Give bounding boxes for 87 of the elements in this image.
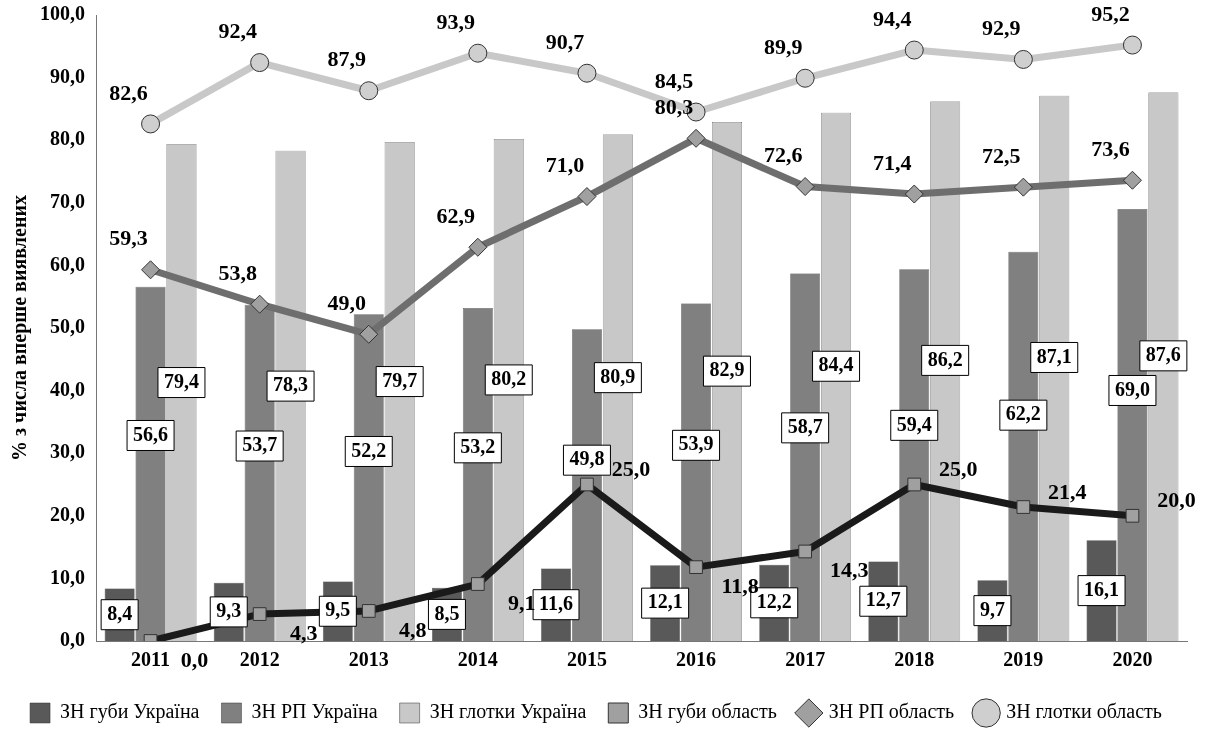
- data-label: 16,1: [1084, 577, 1120, 600]
- data-label: 9,5: [325, 598, 351, 621]
- y-tick-label: 100,0: [40, 2, 85, 25]
- data-label: 79,7: [382, 368, 418, 391]
- data-label: 53,7: [242, 433, 278, 456]
- data-label: 52,2: [351, 438, 387, 461]
- y-tick-label: 30,0: [50, 440, 85, 463]
- y-tick-label: 10,0: [50, 565, 85, 588]
- data-label: 73,6: [1091, 135, 1130, 161]
- x-tick-label: 2013: [348, 648, 389, 671]
- legend-label: ЗН РП область: [828, 700, 955, 723]
- data-label: 71,4: [873, 149, 912, 175]
- legend-label: ЗН глотки Україна: [429, 700, 587, 724]
- y-tick-label: 20,0: [50, 502, 85, 525]
- y-tick-label: 80,0: [50, 127, 85, 150]
- data-label: 92,9: [982, 15, 1021, 41]
- data-label: 82,6: [109, 79, 148, 105]
- data-label: 82,9: [709, 358, 745, 381]
- data-label: 72,5: [982, 142, 1021, 168]
- legend-label: ЗН РП Україна: [251, 700, 378, 724]
- legend-label: ЗН глотки область: [1006, 700, 1162, 723]
- data-label: 11,8: [721, 572, 759, 598]
- data-label: 9,7: [979, 597, 1005, 620]
- data-label: 49,0: [327, 289, 366, 315]
- x-tick-label: 2015: [566, 648, 607, 671]
- data-label: 90,7: [545, 28, 585, 54]
- x-tick-label: 2014: [457, 648, 498, 671]
- data-label: 78,3: [273, 373, 309, 396]
- data-label: 8,4: [107, 601, 133, 624]
- data-label: 69,0: [1114, 377, 1150, 400]
- y-tick-label: 40,0: [50, 377, 85, 400]
- legend-label: ЗН губи область: [638, 700, 777, 724]
- data-label: 9,1: [508, 589, 536, 615]
- data-label: 20,0: [1157, 487, 1196, 513]
- data-label: 11,6: [539, 591, 573, 614]
- data-label: 56,6: [133, 422, 169, 445]
- data-label: 59,4: [896, 412, 932, 435]
- data-label: 87,6: [1145, 343, 1181, 366]
- y-tick-label: 50,0: [50, 315, 85, 338]
- legend-label: ЗН губи Україна: [60, 700, 200, 724]
- data-label: 12,7: [865, 588, 901, 611]
- data-label: 92,4: [218, 18, 257, 44]
- x-tick-label: 2017: [785, 648, 826, 671]
- data-label: 49,8: [569, 447, 605, 470]
- data-label: 62,9: [436, 202, 476, 228]
- data-label: 53,9: [678, 432, 714, 455]
- data-label: 80,2: [491, 367, 527, 390]
- data-label: 80,3: [654, 94, 694, 120]
- data-label: 0,0: [180, 646, 209, 672]
- data-label: 8,5: [434, 601, 460, 624]
- data-label: 79,4: [163, 369, 199, 392]
- data-label: 94,4: [873, 5, 912, 31]
- x-tick-label: 2012: [239, 648, 280, 671]
- data-label: 80,9: [600, 364, 636, 387]
- data-label: 86,2: [927, 347, 963, 370]
- data-label: 53,8: [218, 259, 257, 285]
- data-label: 93,9: [436, 8, 476, 34]
- x-tick-label: 2019: [1003, 648, 1044, 671]
- x-tick-label: 2018: [894, 648, 935, 671]
- y-tick-label: 60,0: [50, 252, 85, 275]
- y-axis-title: % з числа вперше виявлених: [8, 195, 32, 461]
- x-tick-label: 2020: [1112, 648, 1153, 671]
- data-label: 25,0: [611, 456, 651, 482]
- y-tick-label: 0,0: [60, 628, 85, 651]
- data-label: 87,1: [1036, 344, 1072, 367]
- data-label: 72,6: [763, 142, 803, 168]
- data-label: 71,0: [545, 152, 585, 178]
- x-tick-label: 2016: [676, 648, 717, 671]
- data-label: 89,9: [763, 33, 803, 59]
- data-label: 95,2: [1091, 0, 1130, 26]
- y-tick-label: 90,0: [50, 64, 85, 87]
- data-label: 21,4: [1048, 478, 1087, 504]
- data-label: 25,0: [939, 456, 978, 482]
- y-tick-label: 70,0: [50, 189, 85, 212]
- data-label: 4,3: [289, 619, 318, 645]
- data-label: 14,3: [829, 557, 869, 583]
- data-label: 9,3: [216, 599, 242, 622]
- x-tick-label: 2011: [131, 648, 170, 671]
- data-label: 4,8: [399, 616, 427, 642]
- data-label: 84,4: [818, 353, 854, 376]
- data-label: 58,7: [787, 415, 823, 438]
- data-label: 59,3: [109, 225, 148, 251]
- data-label: 62,2: [1005, 402, 1041, 425]
- data-label: 12,1: [647, 590, 683, 613]
- data-label: 84,5: [654, 67, 694, 93]
- data-label: 53,2: [460, 435, 496, 458]
- data-label: 87,9: [327, 46, 366, 72]
